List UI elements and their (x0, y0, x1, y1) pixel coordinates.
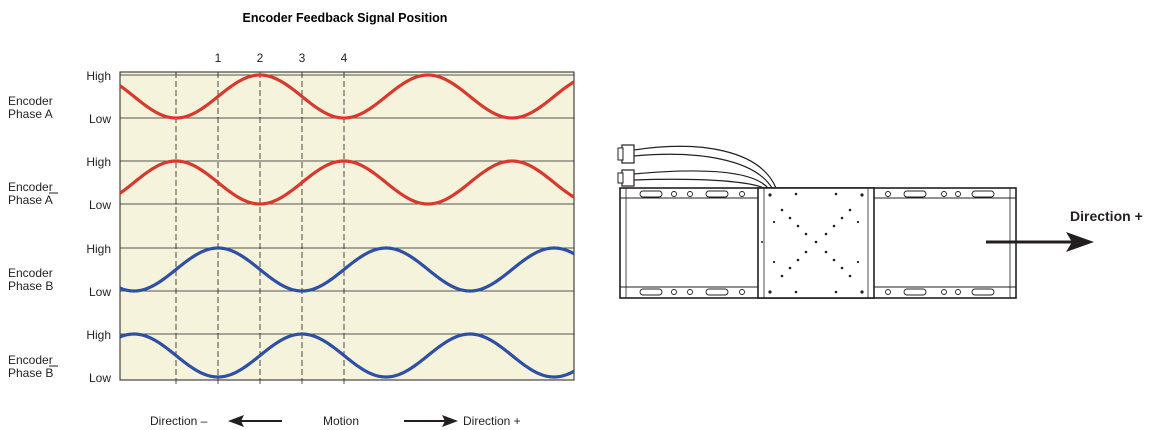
motion-legend: Direction – Motion Direction + (150, 414, 521, 428)
signal-a-label-line1: Encoder (8, 94, 53, 108)
waveforms (119, 73, 575, 379)
level-high-label: High (86, 242, 111, 256)
motion-label: Motion (323, 414, 359, 428)
level-low-label: Low (89, 371, 111, 385)
arrow-right-head-icon (442, 415, 458, 427)
carriage-hole-pattern (761, 192, 864, 294)
direction-minus-label: Direction – (150, 414, 208, 428)
stage-direction-label: Direction + (1070, 208, 1143, 224)
signal-b-label-line1: Encoder (8, 266, 53, 280)
waveform-phase-b-bar (119, 332, 575, 379)
linear-stage (617, 144, 1017, 299)
position-mark-3: 3 (299, 51, 306, 65)
level-labels: High Low High Low High Low High Low (86, 69, 111, 385)
signal-labels: Encoder Phase A Encoder Phase A Encoder … (8, 94, 58, 380)
waveform-phase-b (119, 246, 575, 293)
level-high-label: High (86, 69, 111, 83)
level-grid (120, 74, 574, 335)
signal-b-bar-label-line2: Phase B (8, 366, 53, 380)
direction-arrow-head-icon (1066, 232, 1094, 252)
signal-a-label-line2: Phase A (8, 107, 53, 121)
position-mark-1: 1 (215, 51, 222, 65)
signal-a-bar-label-line1: Encoder (8, 180, 53, 194)
direction-plus-label: Direction + (463, 414, 521, 428)
level-low-label: Low (89, 112, 111, 126)
level-low-label: Low (89, 285, 111, 299)
signal-plot-area (119, 71, 575, 381)
rail-mounting-holes (639, 190, 995, 296)
level-high-label: High (86, 328, 111, 342)
signal-a-bar-label-line2: Phase A (8, 193, 53, 207)
signal-b-bar-label-line1: Encoder (8, 353, 53, 367)
waveform-phase-a-bar (119, 159, 575, 206)
arrow-left-head-icon (228, 415, 244, 427)
signal-b-label-line2: Phase B (8, 279, 53, 293)
diagram-title: Encoder Feedback Signal Position (243, 11, 448, 25)
waveform-phase-a (119, 73, 575, 120)
position-mark-4: 4 (341, 51, 348, 65)
level-high-label: High (86, 155, 111, 169)
level-low-label: Low (89, 198, 111, 212)
cable-connector-icon (617, 144, 777, 189)
position-mark-2: 2 (257, 51, 264, 65)
stage-direction: Direction + (986, 208, 1143, 252)
